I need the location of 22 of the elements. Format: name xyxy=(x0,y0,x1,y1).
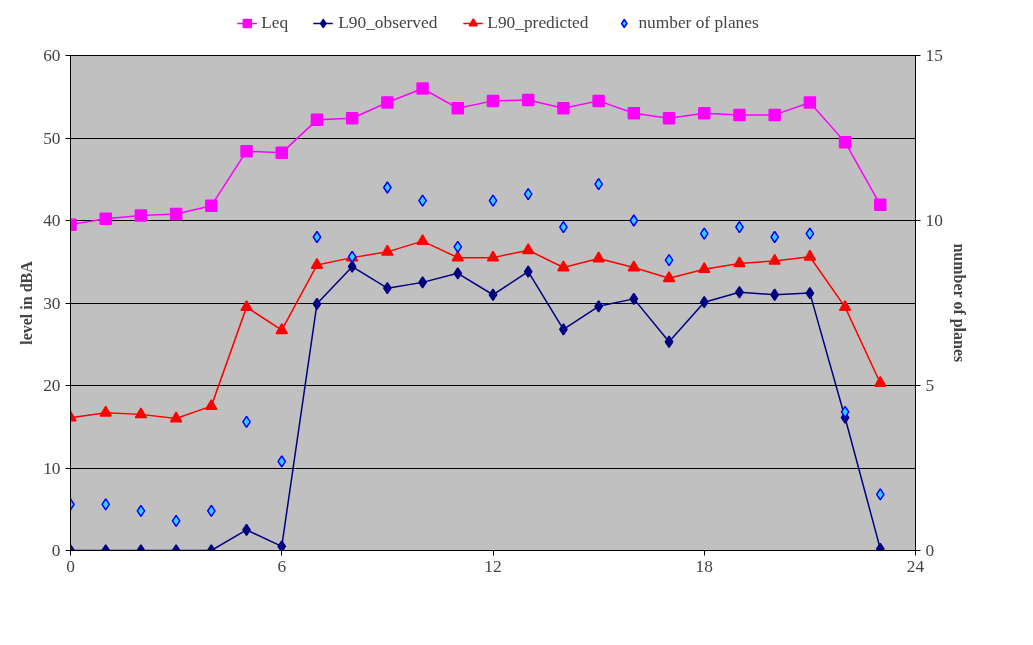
y2-tick-label: 15 xyxy=(925,46,943,65)
y-tick-label: 50 xyxy=(43,128,61,148)
y-axis-title: level in dBA xyxy=(18,260,36,345)
legend-label: L90_predicted xyxy=(487,12,589,33)
x-tick-label: 0 xyxy=(66,556,75,576)
legend-label: Leq xyxy=(261,12,289,33)
y2-tick-label: 0 xyxy=(925,541,935,560)
y-tick-label: 20 xyxy=(43,376,61,395)
x-tick-label: 12 xyxy=(484,556,502,576)
x-tick-label: 18 xyxy=(695,556,713,576)
legend-label: number of planes xyxy=(638,12,759,33)
y-tick-label: 10 xyxy=(43,458,61,478)
y-tick-label: 40 xyxy=(43,211,61,230)
y-tick-label: 60 xyxy=(43,46,61,65)
y2-tick-label: 10 xyxy=(925,211,943,230)
y-tick-label: 30 xyxy=(43,293,61,313)
y2-axis-title: number of planes xyxy=(949,243,968,363)
y2-tick-label: 5 xyxy=(925,376,935,395)
x-tick-label: 24 xyxy=(906,556,925,576)
legend-label: L90_observed xyxy=(338,12,438,33)
x-tick-label: 6 xyxy=(277,556,287,576)
y-tick-label: 0 xyxy=(51,541,61,560)
